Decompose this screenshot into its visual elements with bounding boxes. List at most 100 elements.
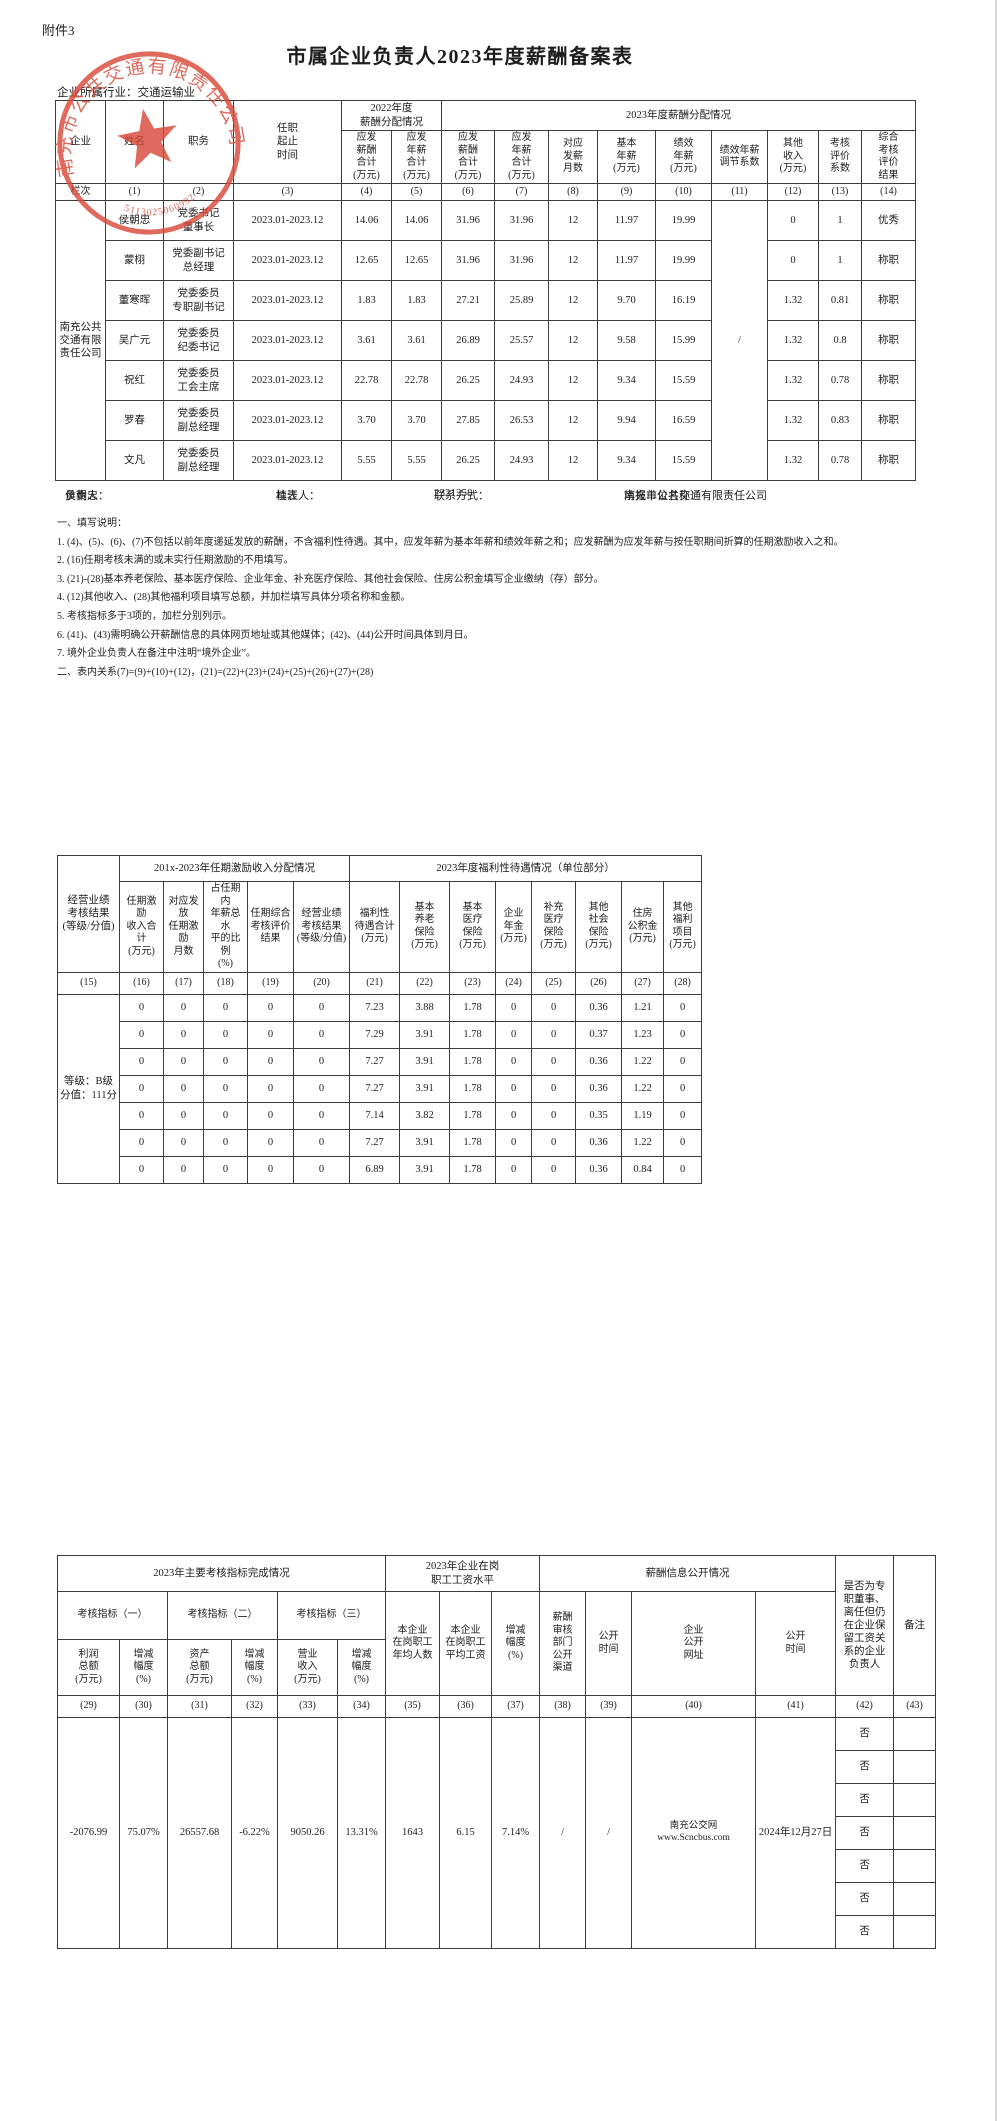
scan-edge-artifact (995, 0, 997, 2121)
header-cell: (32) (231, 1695, 278, 1718)
cell: 0.78 (818, 360, 862, 401)
cell: 0 (247, 1020, 294, 1049)
cell: 0.36 (575, 993, 623, 1022)
table-row: 蒙栩 党委副书记 总经理 2023.01-2023.12 12.65 12.65 31.… (56, 240, 917, 281)
remark-cell (893, 1816, 937, 1850)
cell: 0 (203, 1155, 248, 1184)
cell: 0 (119, 1020, 164, 1049)
cell: 0 (531, 1047, 577, 1076)
table-header-row: 应发 薪酬 合计 (万元) 应发 年薪 合计 (万元) 应发 薪酬 合计 (万元)… (56, 130, 917, 184)
cell: 11.97 (597, 240, 656, 281)
cell: 0 (495, 1074, 533, 1103)
header-cell: 企业 (55, 100, 106, 184)
cell: 称职 (860, 360, 917, 401)
header-cell: (33) (277, 1695, 338, 1718)
note-line: 3. (21)-(28)基本养老保险、基本医疗保险、企业年金、补充医疗保险、其他… (57, 573, 604, 585)
table-row: 否 (58, 1750, 937, 1784)
cell: 6.15 (439, 1717, 493, 1949)
attachment-label: 附件3 (42, 23, 75, 38)
header-cell: 基本 年薪 (万元) (597, 130, 656, 184)
cell: 文凡 (105, 440, 164, 481)
note-line: 5. 考核指标多于3项的，加栏分别列示。 (57, 610, 232, 622)
cell: 14.06 (391, 200, 442, 241)
note-line: 4. (12)其他收入、(28)其他福利项目填写总额，并加栏填写具体分项名称和金… (57, 592, 411, 604)
benefits-table: 经营业绩 考核结果 (等级/分值) 201x-2023年任期激励收入分配情况 2… (57, 855, 703, 1184)
cell: 2023.01-2023.12 (233, 440, 342, 481)
filling-instructions: 一、填写说明： 1. (4)、(5)、(6)、(7)不包括以前年度递延发放的薪酬… (57, 514, 997, 681)
cell: 0 (663, 993, 703, 1022)
header-cell: 公开 时间 (755, 1591, 837, 1696)
header-cell: 福利性 待遇合计 (万元) (349, 881, 401, 973)
note-line: 2. (16)任期考核未满的或未实行任期激励的不用填写。 (57, 555, 294, 567)
header-cell: 基本 养老 保险 (万元) (399, 881, 451, 973)
cell: 12 (548, 400, 598, 441)
cell: 否 (835, 1915, 895, 1949)
cell: 7.27 (349, 1047, 401, 1076)
column-number-row: (15) (16) (17) (18) (19) (20) (21) (22) (23) (… (57, 971, 703, 995)
remark-cell (893, 1717, 937, 1751)
cell: 0 (203, 1020, 248, 1049)
cell: 0 (203, 993, 248, 1022)
cell: 26557.68 (167, 1717, 232, 1949)
header-cell: 201x-2023年任期激励收入分配情况 (118, 855, 351, 882)
cell: 0 (531, 1020, 577, 1049)
cell: 0 (247, 1128, 294, 1157)
header-cell: (18) (203, 971, 248, 995)
cell: 31.96 (441, 240, 495, 281)
cell: 25.57 (494, 320, 549, 361)
cell: 0 (292, 1101, 351, 1130)
cell: 16.59 (655, 400, 712, 441)
cell: 12 (548, 240, 598, 281)
cell: 24.93 (494, 360, 549, 401)
cell: 0 (163, 1155, 204, 1184)
industry-value: 交通运输业 (137, 87, 196, 99)
header-cell: (26) (575, 971, 623, 995)
header-cell: (6) (441, 183, 495, 201)
cell: 24.93 (494, 440, 549, 481)
header-cell: (11) (711, 183, 768, 201)
cell: 3.88 (399, 993, 451, 1022)
header-cell: (21) (349, 971, 401, 995)
cell: 党委委员 工会主席 (163, 360, 234, 401)
header-cell: 考核指标（三） (276, 1591, 387, 1640)
header-cell: 任职 起止 时间 (233, 100, 342, 184)
header-cell: 2023年企业在岗 职工工资水平 (385, 1555, 541, 1592)
cell: 14.06 (341, 200, 392, 241)
remark-cell (893, 1915, 937, 1949)
cell: / (585, 1717, 633, 1949)
header-cell: (40) (631, 1695, 757, 1718)
header-cell: (23) (449, 971, 497, 995)
header-cell: 补充 医疗 保险 (万元) (531, 881, 577, 973)
table-header-row: 考核指标（一） 考核指标（二） 考核指标（三） 本企业 在岗职工 年均人数 本企… (57, 1591, 936, 1696)
cell: 27.85 (441, 400, 495, 441)
cell: 3.61 (341, 320, 392, 361)
cell: 3.61 (391, 320, 442, 361)
cell: 2023.01-2023.12 (233, 320, 342, 361)
header-cell: 公开 时间 (585, 1591, 633, 1696)
cell: 0 (119, 1128, 164, 1157)
cell: 祝红 (105, 360, 164, 401)
cell: 1.32 (767, 440, 819, 481)
cell: 16.19 (655, 280, 712, 321)
company-name-cell: 南充公共 交通有限 责任公司 (55, 200, 106, 481)
cell: 0 (163, 1128, 204, 1157)
cell: 9.34 (597, 440, 656, 481)
cell: 0 (247, 993, 294, 1022)
cell: 0.83 (818, 400, 862, 441)
header-cell: 2022年度 薪酬分配情况 (341, 100, 442, 131)
cell: 称职 (860, 320, 917, 361)
cell: 2023.01-2023.12 (233, 240, 342, 281)
header-cell: (41) (755, 1695, 837, 1718)
cell: 0 (663, 1128, 703, 1157)
table-row: 祝红 党委委员 工会主席 2023.01-2023.12 22.78 22.78 26.… (56, 360, 917, 401)
cell: 0 (119, 1101, 164, 1130)
cell: 9050.26 (277, 1717, 338, 1949)
salary-table: 企业 姓名 职务 任职 起止 时间 2022年度 薪酬分配情况 2023年度薪酬… (55, 100, 917, 481)
cell: 3.91 (399, 1074, 451, 1103)
cell: 0.36 (575, 1155, 623, 1184)
table-row: 否 (58, 1849, 937, 1883)
header-cell: (19) (247, 971, 294, 995)
header-cell: (3) (233, 183, 342, 201)
cell: 称职 (860, 240, 917, 281)
cell: 2023.01-2023.12 (233, 200, 342, 241)
